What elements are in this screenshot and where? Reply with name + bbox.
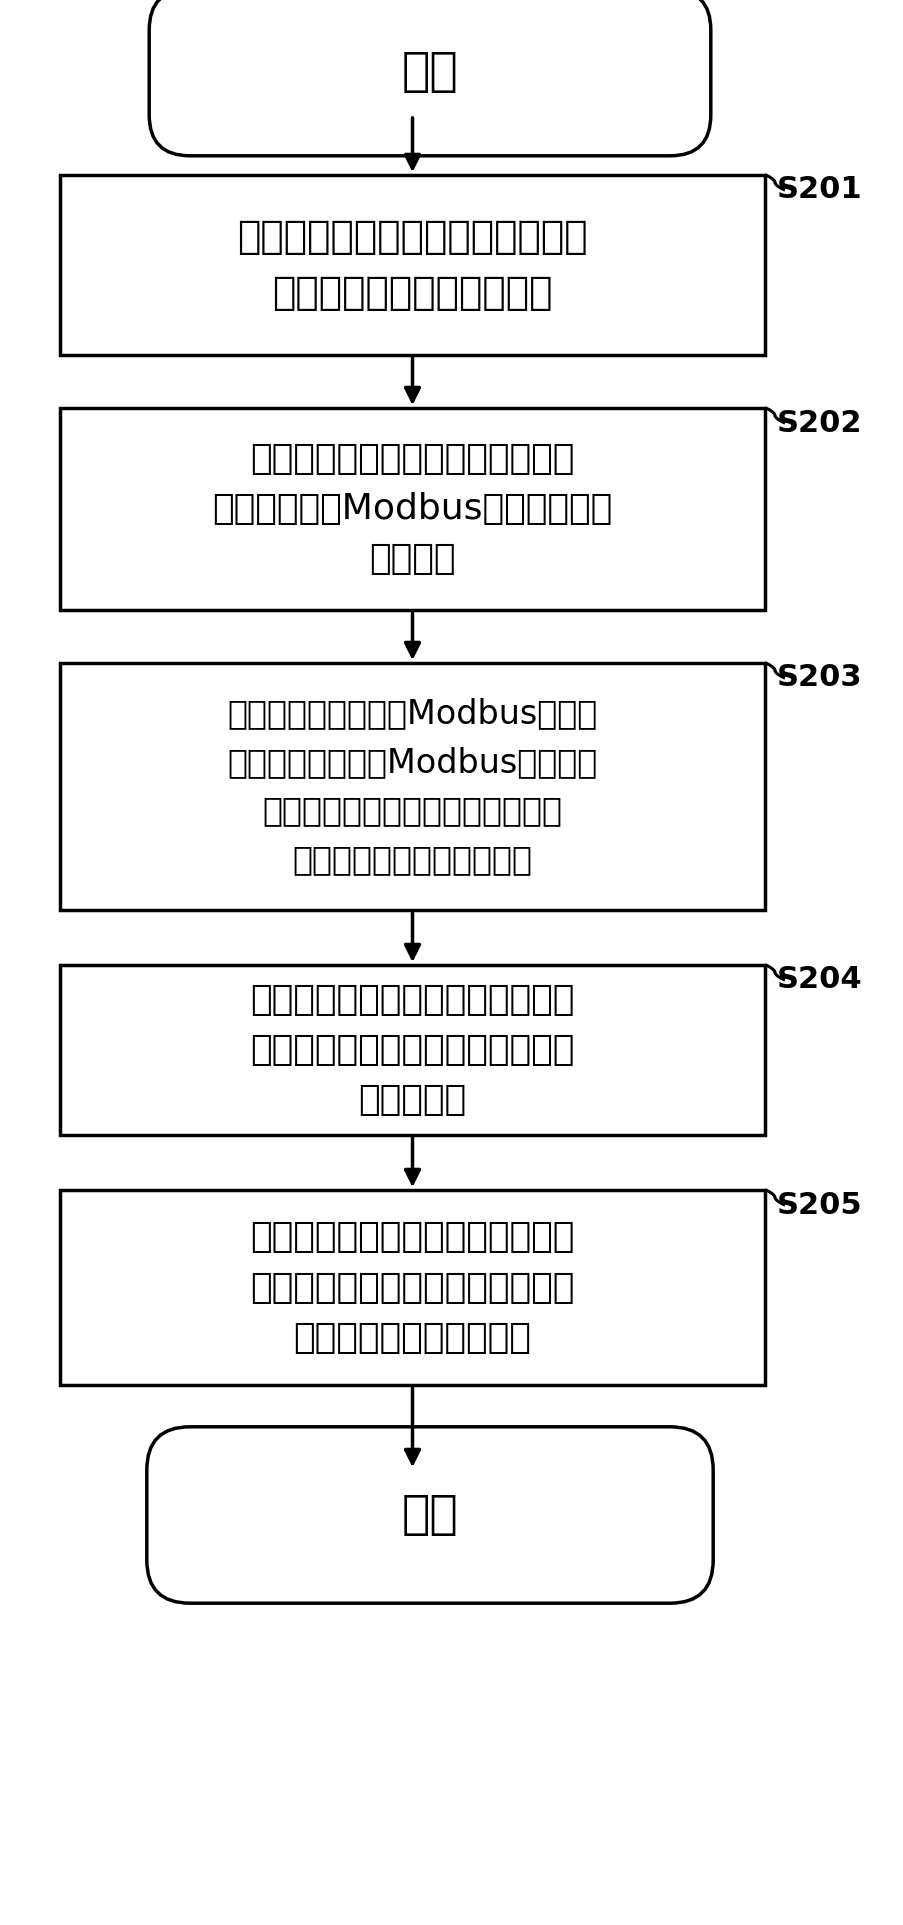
- Text: 获取上层应用系统的操控命令、变
量名称和待设置的属性数值: 获取上层应用系统的操控命令、变 量名称和待设置的属性数值: [237, 218, 587, 312]
- Text: S201: S201: [777, 175, 861, 204]
- Bar: [60, 964, 764, 1136]
- Bar: [60, 175, 764, 354]
- Text: S204: S204: [777, 966, 861, 995]
- Text: 根据操控命令中的变量名称，获取
模块内的对应Modbus设备的数据点
配置信息: 根据操控命令中的变量名称，获取 模块内的对应Modbus设备的数据点 配置信息: [212, 443, 612, 576]
- Text: 开始: 开始: [401, 50, 458, 94]
- FancyBboxPatch shape: [146, 1426, 712, 1604]
- Text: S205: S205: [777, 1190, 861, 1220]
- Bar: [60, 1190, 764, 1384]
- Bar: [60, 662, 764, 911]
- Text: 解析数据点信息并找到对应的厂商
设备，将格式转换后的设备属性值
写入到对应的厂商设备中: 解析数据点信息并找到对应的厂商 设备，将格式转换后的设备属性值 写入到对应的厂商…: [250, 1220, 574, 1355]
- Text: S202: S202: [777, 408, 861, 437]
- Bar: [60, 408, 764, 610]
- Text: 解析转换公式编码，并将待设置的
设备属性值转换为厂商数据格式的
设备属性值: 解析转换公式编码，并将待设置的 设备属性值转换为厂商数据格式的 设备属性值: [250, 984, 574, 1116]
- FancyBboxPatch shape: [149, 0, 710, 156]
- Text: 从配置信息中提取出Modbus服务器
的连接配置信息、Modbus地址码、
寄存器类型、寄存器起始地址、数
据类型编码、转换公式编码: 从配置信息中提取出Modbus服务器 的连接配置信息、Modbus地址码、 寄存…: [228, 697, 597, 876]
- Text: 完成: 完成: [401, 1492, 458, 1538]
- Text: S203: S203: [777, 664, 861, 693]
